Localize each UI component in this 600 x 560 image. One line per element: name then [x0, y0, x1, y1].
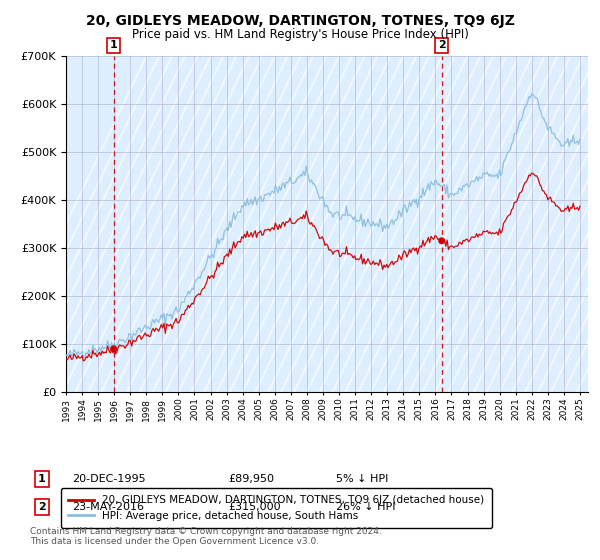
Point [437, 236, 446, 245]
Point [109, 344, 119, 353]
Text: 1: 1 [110, 40, 118, 50]
Text: 5% ↓ HPI: 5% ↓ HPI [336, 474, 388, 484]
Text: 20-DEC-1995: 20-DEC-1995 [72, 474, 146, 484]
Text: 23-MAY-2016: 23-MAY-2016 [72, 502, 144, 512]
Text: £315,000: £315,000 [228, 502, 281, 512]
Text: 2: 2 [38, 502, 46, 512]
Text: 2: 2 [438, 40, 446, 50]
Text: 20, GIDLEYS MEADOW, DARTINGTON, TOTNES, TQ9 6JZ: 20, GIDLEYS MEADOW, DARTINGTON, TOTNES, … [86, 14, 514, 28]
Text: 26% ↓ HPI: 26% ↓ HPI [336, 502, 395, 512]
Text: £89,950: £89,950 [228, 474, 274, 484]
Legend: 20, GIDLEYS MEADOW, DARTINGTON, TOTNES, TQ9 6JZ (detached house), HPI: Average p: 20, GIDLEYS MEADOW, DARTINGTON, TOTNES, … [61, 488, 492, 528]
Text: 1: 1 [38, 474, 46, 484]
Text: Price paid vs. HM Land Registry's House Price Index (HPI): Price paid vs. HM Land Registry's House … [131, 28, 469, 41]
Text: Contains HM Land Registry data © Crown copyright and database right 2024.
This d: Contains HM Land Registry data © Crown c… [30, 526, 382, 546]
